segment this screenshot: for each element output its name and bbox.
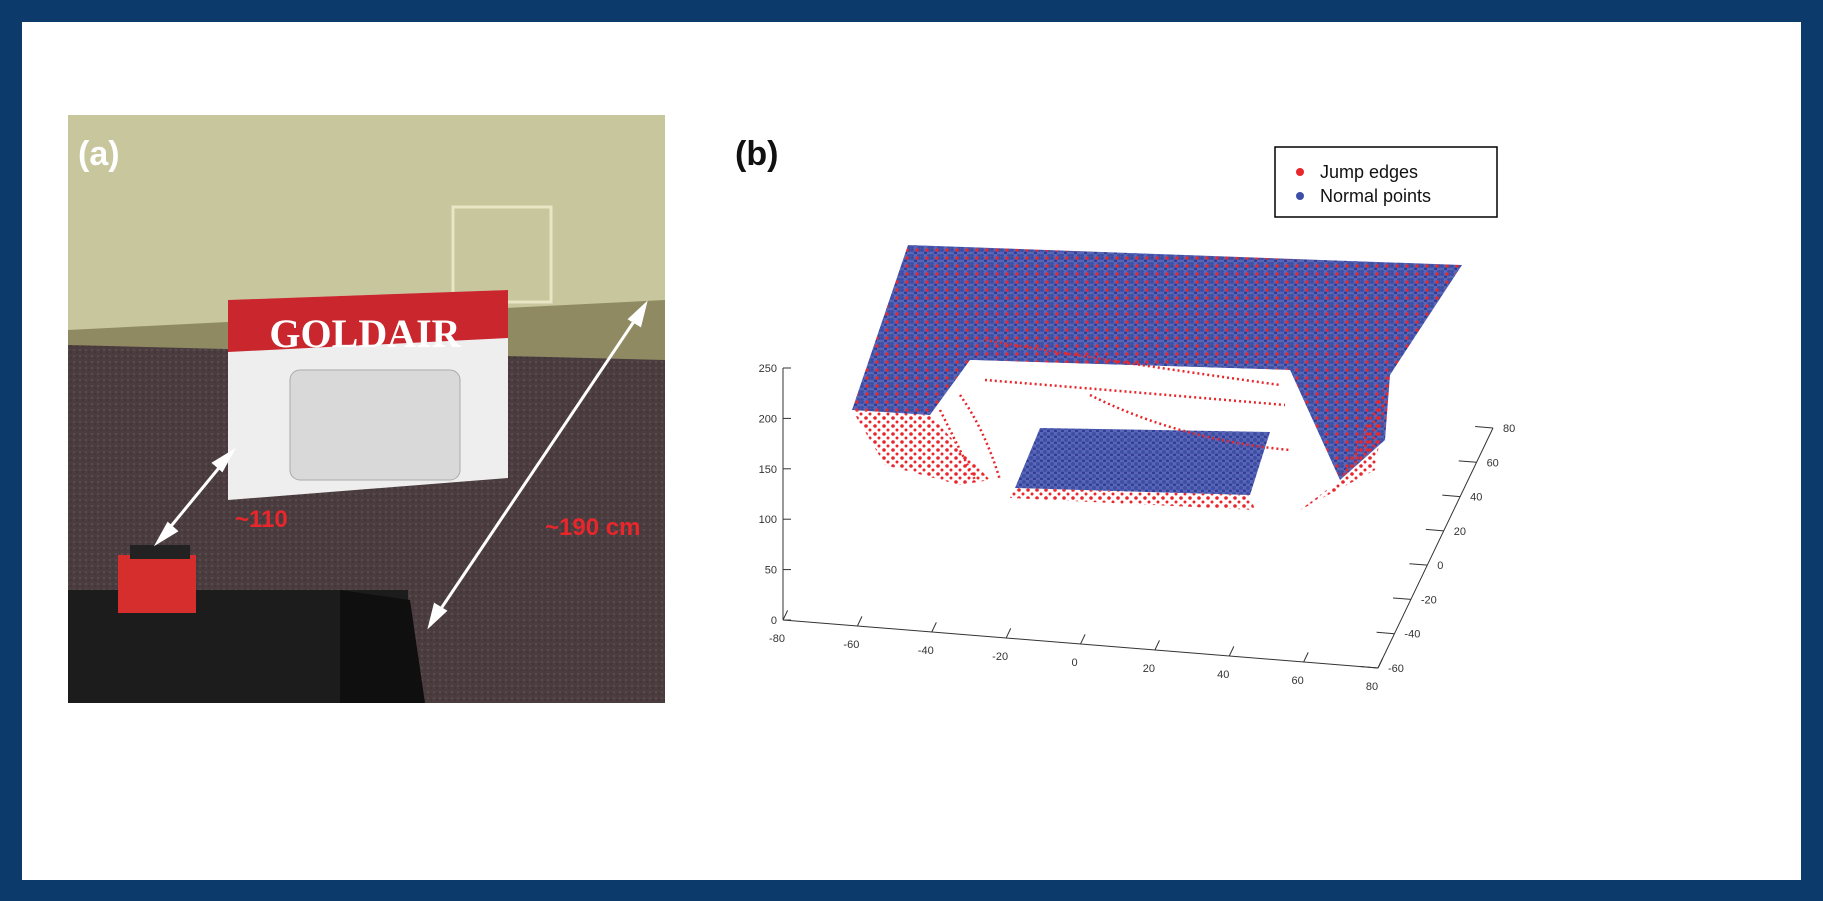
photo: GOLDAIR ~110 ~190 cm (a): [68, 115, 665, 703]
legend-marker: [1296, 168, 1304, 176]
cloud-box: [1015, 428, 1270, 495]
y-tick-label: 60: [1487, 457, 1499, 469]
radiator-image: [290, 370, 460, 480]
x-tick-label: -40: [918, 645, 934, 657]
y-tick-label: -60: [1388, 663, 1404, 675]
y-tick-label: -40: [1404, 629, 1420, 641]
y-tick-label: 20: [1454, 526, 1466, 538]
sensor: [118, 555, 196, 613]
annotation: ~190 cm: [545, 514, 640, 541]
legend: Jump edges Normal points: [1275, 147, 1497, 217]
x-tick-label: -20: [992, 651, 1008, 663]
y-tick-label: 0: [1437, 560, 1443, 572]
y-tick-label: 80: [1503, 423, 1515, 435]
z-tick-label: 200: [759, 413, 777, 425]
brand: GOLDAIR: [269, 311, 461, 356]
point-cloud: [852, 245, 1462, 510]
page: GOLDAIR ~110 ~190 cm (a) (b) 0 50 100 150: [0, 0, 1823, 901]
x-tick-label: 0: [1071, 657, 1077, 669]
z-tick-label: 100: [759, 514, 777, 526]
panel-label: (b): [735, 135, 778, 173]
x-tick-label: -60: [843, 639, 859, 651]
y-tick-label: 40: [1470, 492, 1482, 504]
sensor-fins: [130, 545, 190, 559]
x-tick-label: 40: [1217, 669, 1229, 681]
legend-label: Normal points: [1320, 186, 1431, 206]
z-tick-label: 250: [759, 363, 777, 375]
x-tick-label: -80: [769, 633, 785, 645]
panel-label: (a): [78, 135, 120, 173]
x-tick-label: 60: [1292, 675, 1304, 687]
legend-marker: [1296, 192, 1304, 200]
figure: GOLDAIR ~110 ~190 cm (a) (b) 0 50 100 150: [0, 0, 1823, 901]
z-tick-label: 0: [771, 615, 777, 627]
x-tick-label: 20: [1143, 663, 1155, 675]
y-tick-label: -20: [1421, 594, 1437, 606]
legend-label: Jump edges: [1320, 162, 1418, 182]
annotation: ~110: [235, 506, 288, 533]
z-tick-label: 50: [765, 565, 777, 577]
legend-box: [1275, 147, 1497, 217]
z-tick-label: 150: [759, 464, 777, 476]
x-tick-label: 80: [1366, 681, 1378, 693]
